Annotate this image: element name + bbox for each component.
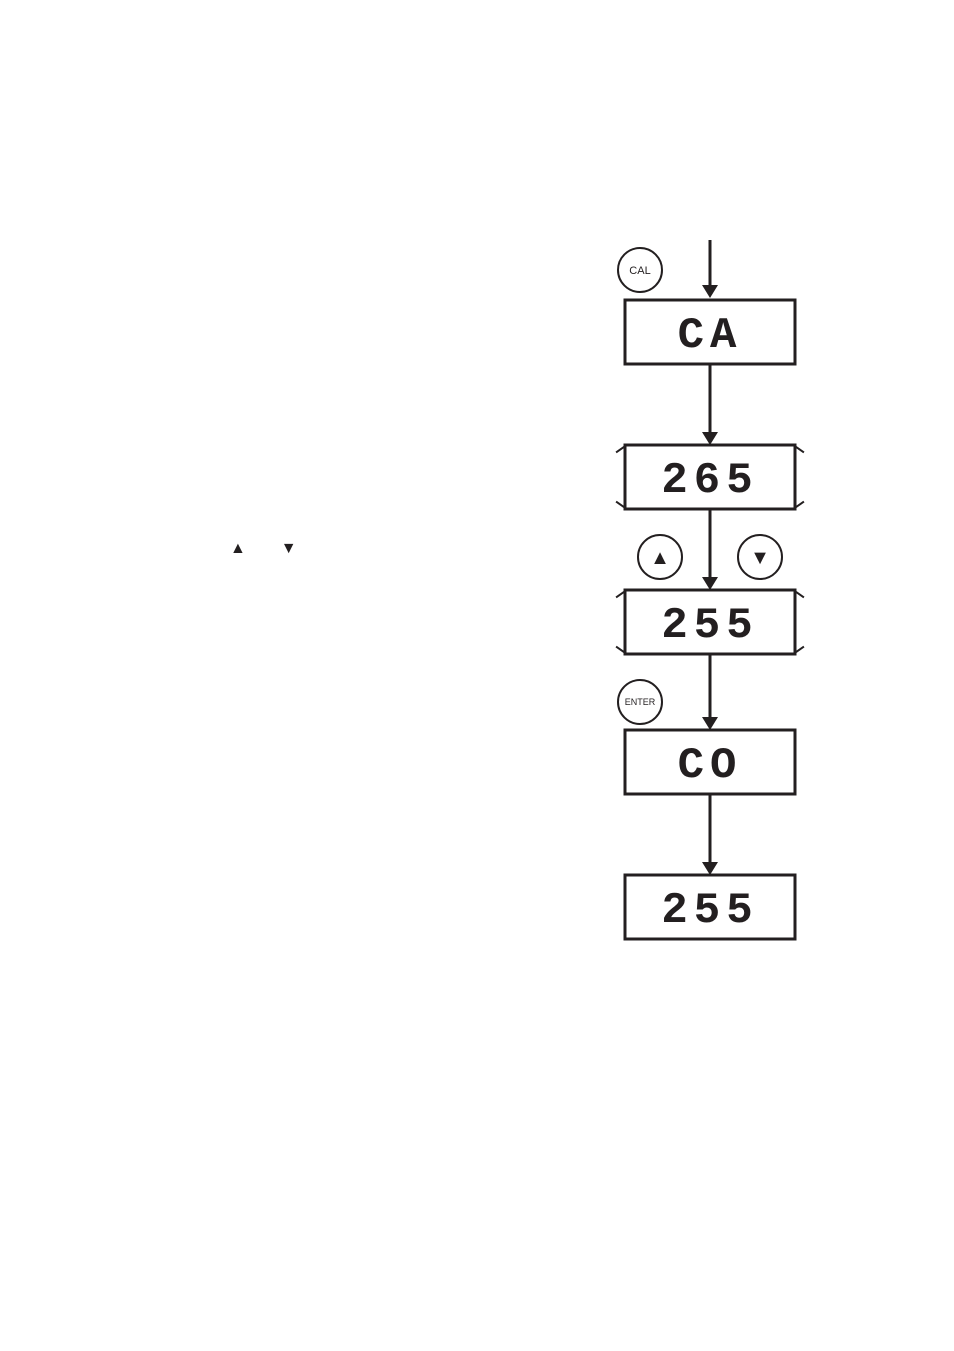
lcd-display: 255 [661,601,758,651]
inline-up-down-icons: ▲ ▼ [230,540,297,558]
btn-down: ▼ [750,547,770,569]
btn-cal: CAL [629,265,650,277]
triangle-down-icon: ▼ [281,540,297,557]
flowchart-svg: CAL CA 265 ▲ ▼ 255 ENTER CO 255 [560,240,820,980]
lcd-display: 265 [661,456,758,506]
triangle-up-icon: ▲ [230,540,246,557]
calibration-flowchart: CAL CA 265 ▲ ▼ 255 ENTER CO 255 [560,240,820,980]
lcd-display: CO [678,741,743,791]
btn-enter: ENTER [625,697,656,707]
lcd-display: 255 [661,886,758,936]
btn-up: ▲ [650,547,670,569]
lcd-display: CA [678,311,743,361]
